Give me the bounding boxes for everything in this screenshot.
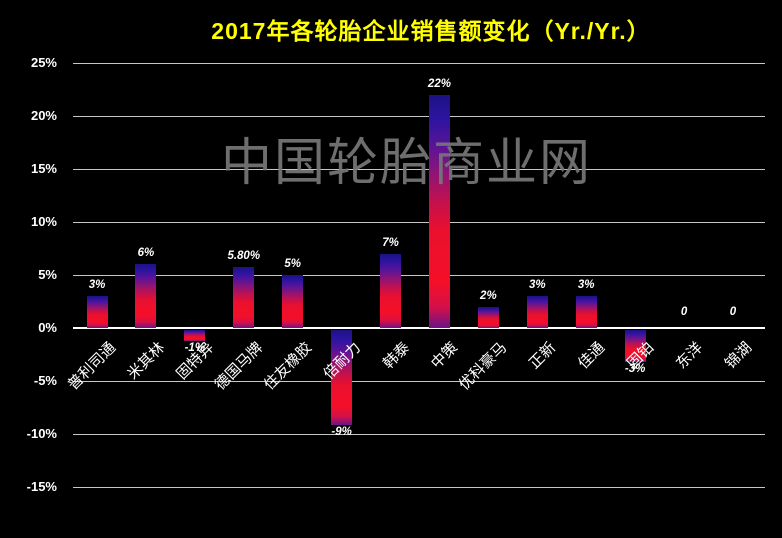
value-label-7: 22% xyxy=(427,77,451,90)
category-label-4: 住友橡胶 xyxy=(260,339,315,394)
value-label-2: -1% xyxy=(184,341,206,354)
y-tick-label--15%: -15% xyxy=(26,479,57,494)
gridline--10% xyxy=(73,434,765,435)
bar-7 xyxy=(428,94,450,328)
bar-6 xyxy=(380,253,402,328)
chart-title: 2017年各轮胎企业销售额变化（Yr./Yr.） xyxy=(211,18,651,44)
category-label-0: 普利司通 xyxy=(64,339,120,394)
value-label-1: 6% xyxy=(137,247,155,260)
gridline--15% xyxy=(73,487,765,488)
y-tick-label-5%: 5% xyxy=(38,267,57,282)
y-tick-label-20%: 20% xyxy=(30,108,57,123)
bar-4 xyxy=(282,275,304,328)
value-label-9: 3% xyxy=(528,279,546,292)
value-label-10: 3% xyxy=(577,279,595,292)
y-tick-label-0%: 0% xyxy=(38,320,57,335)
bar-5 xyxy=(331,330,353,426)
gridline-15% xyxy=(73,169,765,170)
zero-axis-line xyxy=(73,327,765,329)
value-label-5: -9% xyxy=(331,426,352,439)
gridline-5% xyxy=(73,275,765,276)
value-label-12: 0 xyxy=(680,306,688,318)
value-label-8: 2% xyxy=(480,289,497,302)
value-label-11: -3% xyxy=(624,362,646,375)
y-tick-label--5%: -5% xyxy=(33,373,57,388)
category-label-12: 东洋 xyxy=(672,339,707,373)
gridline--5% xyxy=(73,381,765,382)
gridline-10% xyxy=(73,222,765,223)
category-label-13: 锦湖 xyxy=(721,339,756,373)
value-label-0: 3% xyxy=(88,279,106,292)
bar-9 xyxy=(526,296,548,328)
bar-2 xyxy=(184,330,206,341)
category-label-7: 中策 xyxy=(428,339,462,373)
bar-11 xyxy=(624,330,646,362)
y-tick-label--10%: -10% xyxy=(26,426,57,441)
gridline-25% xyxy=(73,63,765,64)
bar-10 xyxy=(575,296,597,328)
value-label-3: 5.80% xyxy=(227,249,261,262)
bar-0 xyxy=(86,296,108,328)
value-label-4: 5% xyxy=(284,258,301,270)
bar-1 xyxy=(135,264,157,328)
bar-3 xyxy=(233,266,255,328)
value-label-13: 0 xyxy=(729,306,737,318)
y-tick-label-15%: 15% xyxy=(30,161,57,176)
watermark: 中国轮胎商业网 xyxy=(221,134,593,191)
category-label-9: 正新 xyxy=(526,339,560,373)
value-label-6: 7% xyxy=(382,236,399,249)
y-tick-label-25%: 25% xyxy=(30,55,57,70)
y-tick-label-10%: 10% xyxy=(30,214,57,229)
category-label-6: 韩泰 xyxy=(379,339,413,373)
gridline-20% xyxy=(73,116,765,117)
category-label-8: 优科豪马 xyxy=(456,339,511,394)
bar-8 xyxy=(477,306,499,328)
